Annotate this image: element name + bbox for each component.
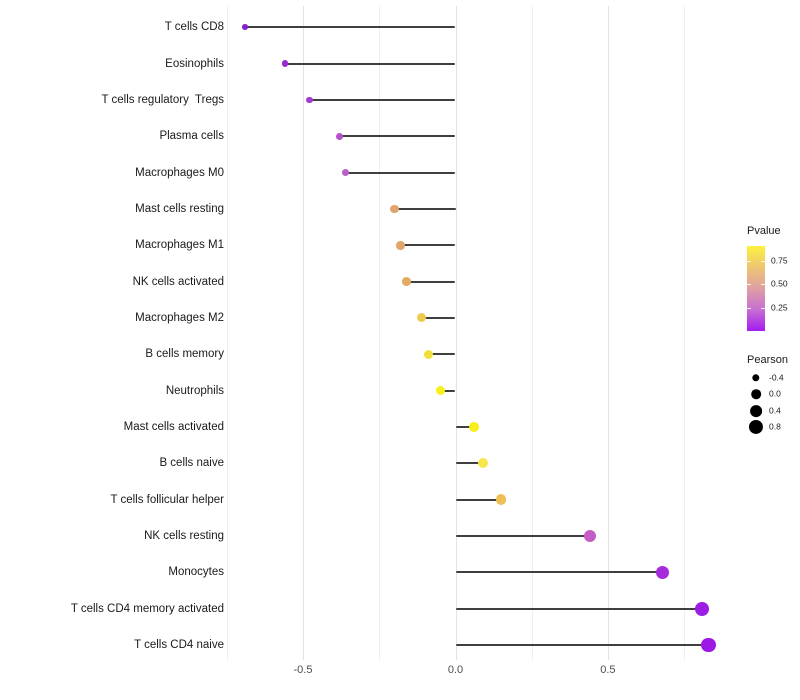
lollipop-dot [390,204,399,214]
colorbar-tick-label: 0.25 [771,302,788,313]
category-label: Macrophages M2 [135,311,224,324]
category-label: Macrophages M0 [135,166,224,179]
lollipop-dot [396,241,405,250]
minor-gridline [379,6,381,660]
lollipop-stem [345,171,456,174]
pvalue-legend: Pvalue 0.75 0.50 0.25 [747,225,788,331]
lollipop-dot [695,601,710,616]
major-gridline [607,6,609,660]
category-label: Neutrophils [165,384,224,397]
pvalue-colorbar [747,246,765,331]
minor-gridline [531,6,533,660]
lollipop-dot [423,349,433,359]
category-label: Plasma cells [159,130,224,143]
lollipop-stem [245,26,456,29]
lollipop-stem [455,571,663,574]
pearson-legend-dot [750,404,762,417]
category-label: B cells memory [145,348,224,361]
pearson-legend-dot [751,389,761,400]
pearson-legend-dot [752,374,760,382]
lollipop-stem [428,353,456,356]
category-label: T cells regulatory Tregs [101,94,224,106]
lollipop-dot [435,385,445,396]
lollipop-stem [421,316,456,319]
lollipop-stem [309,99,456,101]
lollipop-stem [406,280,456,283]
colorbar-tick [761,284,765,286]
lollipop-dot [242,24,248,31]
colorbar-tick [747,284,751,286]
category-label: Monocytes [168,566,224,579]
category-label: Eosinophils [165,57,224,70]
lollipop-dot [656,565,670,579]
x-axis-tick-label: -0.5 [293,664,313,676]
lollipop-dot [281,60,288,67]
lollipop-stem [284,62,456,65]
category-label: B cells naive [159,457,224,470]
lollipop-dot [701,637,716,652]
lollipop-dot [402,277,411,286]
colorbar-tick-label: 0.75 [771,255,788,266]
colorbar-tick-label: 0.50 [771,278,788,289]
category-label: NK cells resting [144,529,224,542]
lollipop-stem [440,389,456,392]
lollipop-dot [305,96,313,104]
lollipop-stem [400,244,456,247]
lollipop-stem [394,207,456,210]
pearson-legend-dot [748,420,764,435]
pearson-legend-label: 0.8 [769,421,781,432]
lollipop-dot [468,422,479,432]
lollipop-dot [417,313,427,323]
lollipop-stem [455,462,483,465]
lollipop-dot [335,132,344,141]
category-label: NK cells activated [132,275,224,288]
pearson-legend-label: 0.0 [769,388,781,399]
x-axis-tick-label: 0.0 [447,664,464,676]
pearson-legend-label: -0.4 [769,372,784,383]
x-axis-tick-label: 0.5 [600,664,616,676]
lollipop-stem [455,643,709,646]
lollipop-dot [583,529,596,542]
category-label: Mast cells activated [123,420,224,433]
colorbar-tick [747,307,751,309]
lollipop-dot [341,168,350,177]
minor-gridline [684,6,686,660]
minor-gridline [226,6,228,660]
pvalue-legend-title: Pvalue [747,225,781,237]
pearson-legend: Pearson -0.4 0.0 0.4 0.8 [747,354,788,435]
major-gridline [303,6,304,660]
lollipop-stem [455,607,703,610]
category-label: Mast cells resting [135,202,224,215]
category-label: T cells CD4 memory activated [70,602,224,615]
lollipop-dot [477,458,488,469]
category-label: T cells CD8 [164,21,224,34]
colorbar-tick [747,260,751,262]
lollipop-stem [455,534,590,537]
category-label: Macrophages M1 [135,239,224,252]
pearson-legend-label: 0.4 [769,405,781,416]
category-label: T cells CD4 naive [134,638,224,651]
lollipop-stem [455,498,502,501]
category-label: T cells follicular helper [110,493,224,506]
lollipop-stem [339,135,456,138]
major-gridline [455,6,457,660]
lollipop-stem [455,425,474,428]
lollipop-dot [496,494,507,505]
colorbar-tick [761,307,765,309]
colorbar-tick [761,260,765,262]
pearson-legend-title: Pearson [747,354,788,366]
